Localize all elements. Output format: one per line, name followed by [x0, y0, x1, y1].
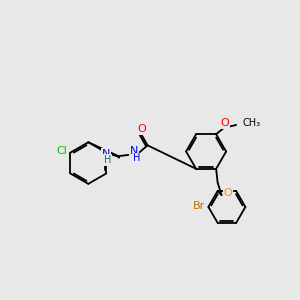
Text: O: O [137, 124, 146, 134]
Text: O: O [220, 118, 229, 128]
Text: H: H [133, 153, 140, 164]
Text: CH₃: CH₃ [242, 118, 260, 128]
Text: H: H [104, 155, 111, 165]
Text: Cl: Cl [56, 146, 67, 156]
Text: O: O [223, 188, 232, 198]
Text: N: N [102, 149, 110, 159]
Text: Br: Br [193, 201, 205, 211]
Text: N: N [130, 146, 138, 156]
